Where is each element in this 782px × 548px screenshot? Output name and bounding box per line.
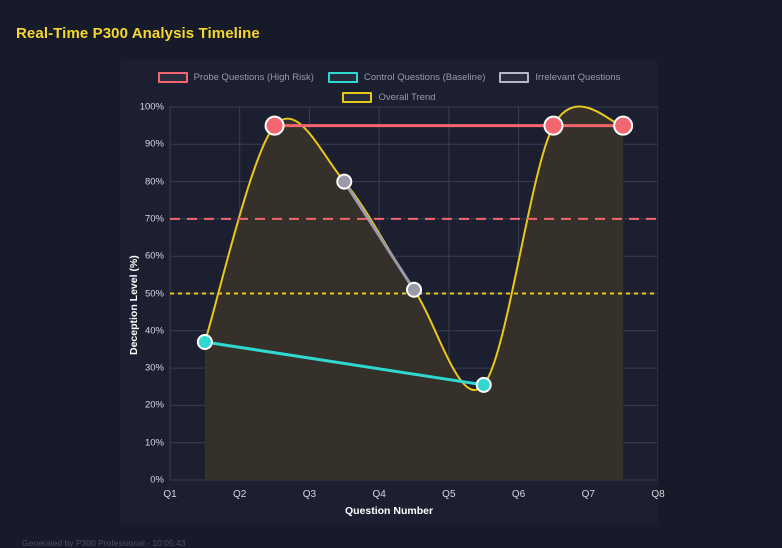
y-axis-title: Deception Level (%) [128,255,140,355]
legend-item[interactable]: Irrelevant Questions [499,69,620,85]
y-tick-label: 90% [144,138,164,150]
legend-swatch-icon [327,71,358,83]
legend-item[interactable]: Control Questions (Baseline) [327,69,486,85]
x-tick-label: Q5 [442,489,456,500]
page-title: Real-Time P300 Analysis Timeline [16,25,260,42]
y-tick-label: 10% [144,437,164,449]
data-point-marker[interactable] [196,333,213,350]
y-tick-label: 50% [144,288,164,299]
x-tick-label: Q7 [581,489,595,500]
series-line-irrelevant-questions [342,180,416,292]
footer-note: Generated by P300 Professional - 10:05:4… [22,538,186,548]
data-point-marker[interactable] [336,173,353,190]
y-tick-label: 80% [144,176,164,188]
y-tick-label: 0% [150,474,164,486]
data-point-marker[interactable] [264,115,285,136]
data-point-marker[interactable] [406,281,422,298]
chart-card: Probe Questions (High Risk) Control Quest… [120,60,665,525]
y-tick-label: 100% [139,101,164,113]
data-point-marker[interactable] [475,376,492,393]
series-line-control-questions-baseline [203,340,486,387]
chart-svg [169,105,659,481]
legend-swatch-icon [157,71,188,83]
y-tick-label: 40% [144,325,164,337]
legend-item[interactable]: Probe Questions (High Risk) [157,69,314,85]
x-tick-label: Q2 [233,489,247,500]
x-tick-label: Q6 [511,489,526,500]
x-tick-label: Q3 [302,489,317,500]
legend-item-label: Overall Trend [378,91,436,103]
y-tick-label: 60% [144,250,164,262]
legend-item[interactable]: Overall Trend [342,89,436,105]
x-axis-title: Question Number [344,505,434,517]
data-point-marker[interactable] [543,115,564,136]
y-tick-label: 70% [144,213,164,225]
x-tick-label: Q4 [372,489,386,500]
data-point-marker[interactable] [613,115,634,136]
y-tick-label: 20% [144,399,164,411]
legend-swatch-icon [342,91,373,103]
y-tick-label: 30% [144,362,164,374]
legend-item-label: Irrelevant Questions [535,71,621,83]
legend-item-label: Probe Questions (High Risk) [193,71,314,83]
x-tick-label: Q1 [163,489,177,500]
plot-area: 0% 10% 20% 30% 40% 50% 60% 70% 80% 90% 100% Q1 Q2 Q3 Q… [120,60,665,525]
chart-legend: Probe Questions (High Risk) Control Quest… [120,69,658,105]
x-tick-label: Q8 [651,489,665,500]
legend-item-label: Control Questions (Baseline) [363,71,486,83]
legend-swatch-icon [499,71,530,83]
